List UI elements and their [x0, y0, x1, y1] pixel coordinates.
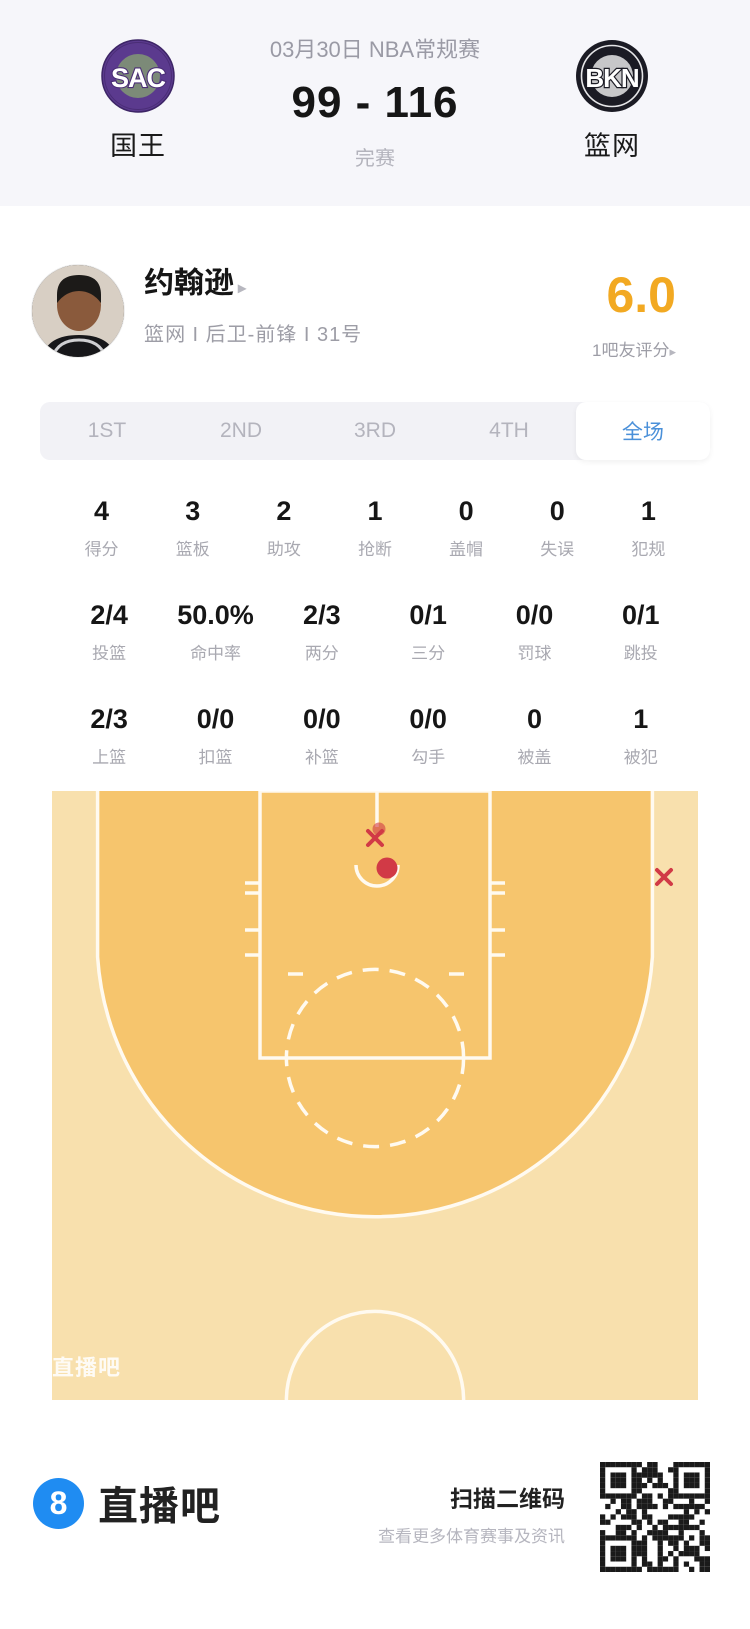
svg-text:SAC: SAC	[111, 63, 166, 93]
svg-text:BKN: BKN	[585, 63, 639, 93]
